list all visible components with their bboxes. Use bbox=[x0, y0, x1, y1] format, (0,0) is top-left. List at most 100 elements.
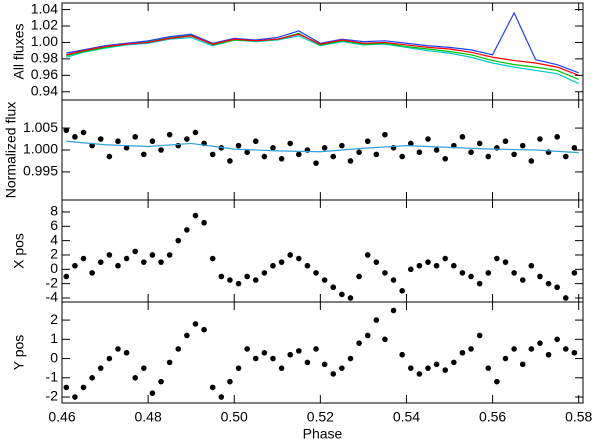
data-point bbox=[330, 153, 337, 160]
data-point bbox=[296, 255, 302, 262]
data-point bbox=[149, 252, 156, 258]
y-tick-label: 2 bbox=[50, 311, 58, 327]
data-point bbox=[261, 349, 268, 356]
data-point bbox=[89, 374, 95, 381]
data-point bbox=[373, 317, 380, 323]
y-tick-label: 0 bbox=[50, 260, 58, 276]
data-point bbox=[545, 280, 552, 287]
x-tick-label: 0.48 bbox=[134, 409, 161, 425]
data-point bbox=[192, 129, 199, 136]
data-point bbox=[63, 384, 70, 391]
data-point bbox=[201, 219, 207, 226]
data-point bbox=[192, 321, 199, 327]
data-point bbox=[252, 355, 259, 362]
data-point bbox=[115, 346, 121, 352]
data-point bbox=[278, 365, 285, 371]
data-point bbox=[528, 158, 535, 164]
x-tick-label: 0.56 bbox=[479, 409, 506, 425]
data-point bbox=[123, 145, 130, 151]
series-line bbox=[66, 140, 579, 154]
data-point bbox=[201, 326, 207, 333]
x-tick-label: 0.50 bbox=[221, 409, 248, 425]
y-tick-label: 1.04 bbox=[31, 0, 58, 16]
data-point bbox=[562, 346, 569, 352]
data-point bbox=[416, 371, 423, 377]
data-point bbox=[235, 365, 242, 371]
data-point bbox=[528, 262, 535, 269]
data-point bbox=[459, 349, 466, 356]
y-axis-label: Y pos bbox=[11, 335, 27, 371]
data-point bbox=[399, 351, 405, 358]
data-point bbox=[209, 151, 216, 158]
data-point bbox=[537, 273, 543, 280]
data-point bbox=[184, 227, 190, 233]
data-point bbox=[304, 262, 311, 269]
data-point bbox=[528, 346, 535, 352]
data-point bbox=[468, 346, 474, 352]
data-point bbox=[373, 259, 380, 265]
data-point bbox=[313, 346, 319, 352]
data-point bbox=[468, 273, 474, 280]
data-point bbox=[227, 277, 233, 283]
data-point bbox=[252, 277, 259, 283]
data-point bbox=[304, 359, 311, 366]
data-point bbox=[106, 252, 113, 258]
x-tick-label: 0.54 bbox=[393, 409, 420, 425]
data-point bbox=[132, 374, 138, 381]
data-point bbox=[459, 270, 466, 276]
y-tick-label: -2 bbox=[46, 274, 59, 290]
data-point bbox=[494, 255, 500, 262]
data-point bbox=[339, 365, 345, 371]
data-point bbox=[321, 145, 328, 151]
data-point bbox=[494, 378, 500, 385]
data-point bbox=[89, 270, 95, 276]
data-point bbox=[115, 138, 121, 145]
data-point bbox=[459, 134, 466, 140]
y-tick-label: 0.94 bbox=[31, 82, 58, 98]
data-point bbox=[476, 140, 483, 147]
data-point bbox=[416, 262, 423, 269]
data-point bbox=[132, 248, 138, 255]
data-point bbox=[571, 145, 578, 151]
plot-frame bbox=[61, 99, 584, 201]
data-point bbox=[519, 361, 526, 368]
data-point bbox=[476, 280, 483, 287]
data-point bbox=[347, 295, 354, 301]
y-tick-label: 1.005 bbox=[23, 119, 58, 135]
data-point bbox=[270, 262, 276, 269]
data-point bbox=[166, 131, 173, 138]
data-point bbox=[425, 136, 431, 142]
y-tick-label: 4 bbox=[50, 231, 58, 247]
data-point bbox=[571, 349, 578, 356]
data-point bbox=[347, 158, 354, 164]
data-point bbox=[296, 151, 302, 158]
data-point bbox=[433, 147, 440, 153]
data-point bbox=[149, 390, 156, 396]
data-point bbox=[270, 145, 276, 151]
data-point bbox=[425, 259, 431, 265]
data-point bbox=[554, 284, 560, 291]
data-point bbox=[115, 262, 121, 269]
data-point bbox=[209, 384, 216, 391]
data-point bbox=[97, 259, 104, 265]
x-axis-label: Phase bbox=[303, 426, 343, 442]
data-point bbox=[339, 142, 345, 149]
data-point bbox=[321, 277, 328, 283]
data-point bbox=[407, 365, 414, 371]
data-point bbox=[80, 384, 87, 391]
plot-frame bbox=[61, 301, 584, 404]
series-line bbox=[66, 32, 579, 81]
data-point bbox=[244, 149, 250, 155]
data-point bbox=[209, 255, 216, 262]
data-point bbox=[313, 160, 319, 166]
series-line bbox=[66, 35, 579, 85]
data-point bbox=[80, 255, 87, 262]
data-point bbox=[287, 252, 294, 258]
data-point bbox=[364, 332, 371, 339]
data-point bbox=[175, 346, 182, 352]
data-point bbox=[356, 149, 362, 155]
data-point bbox=[356, 340, 362, 346]
data-point bbox=[244, 346, 250, 352]
series-line bbox=[66, 33, 579, 76]
y-tick-label: -4 bbox=[46, 289, 59, 305]
